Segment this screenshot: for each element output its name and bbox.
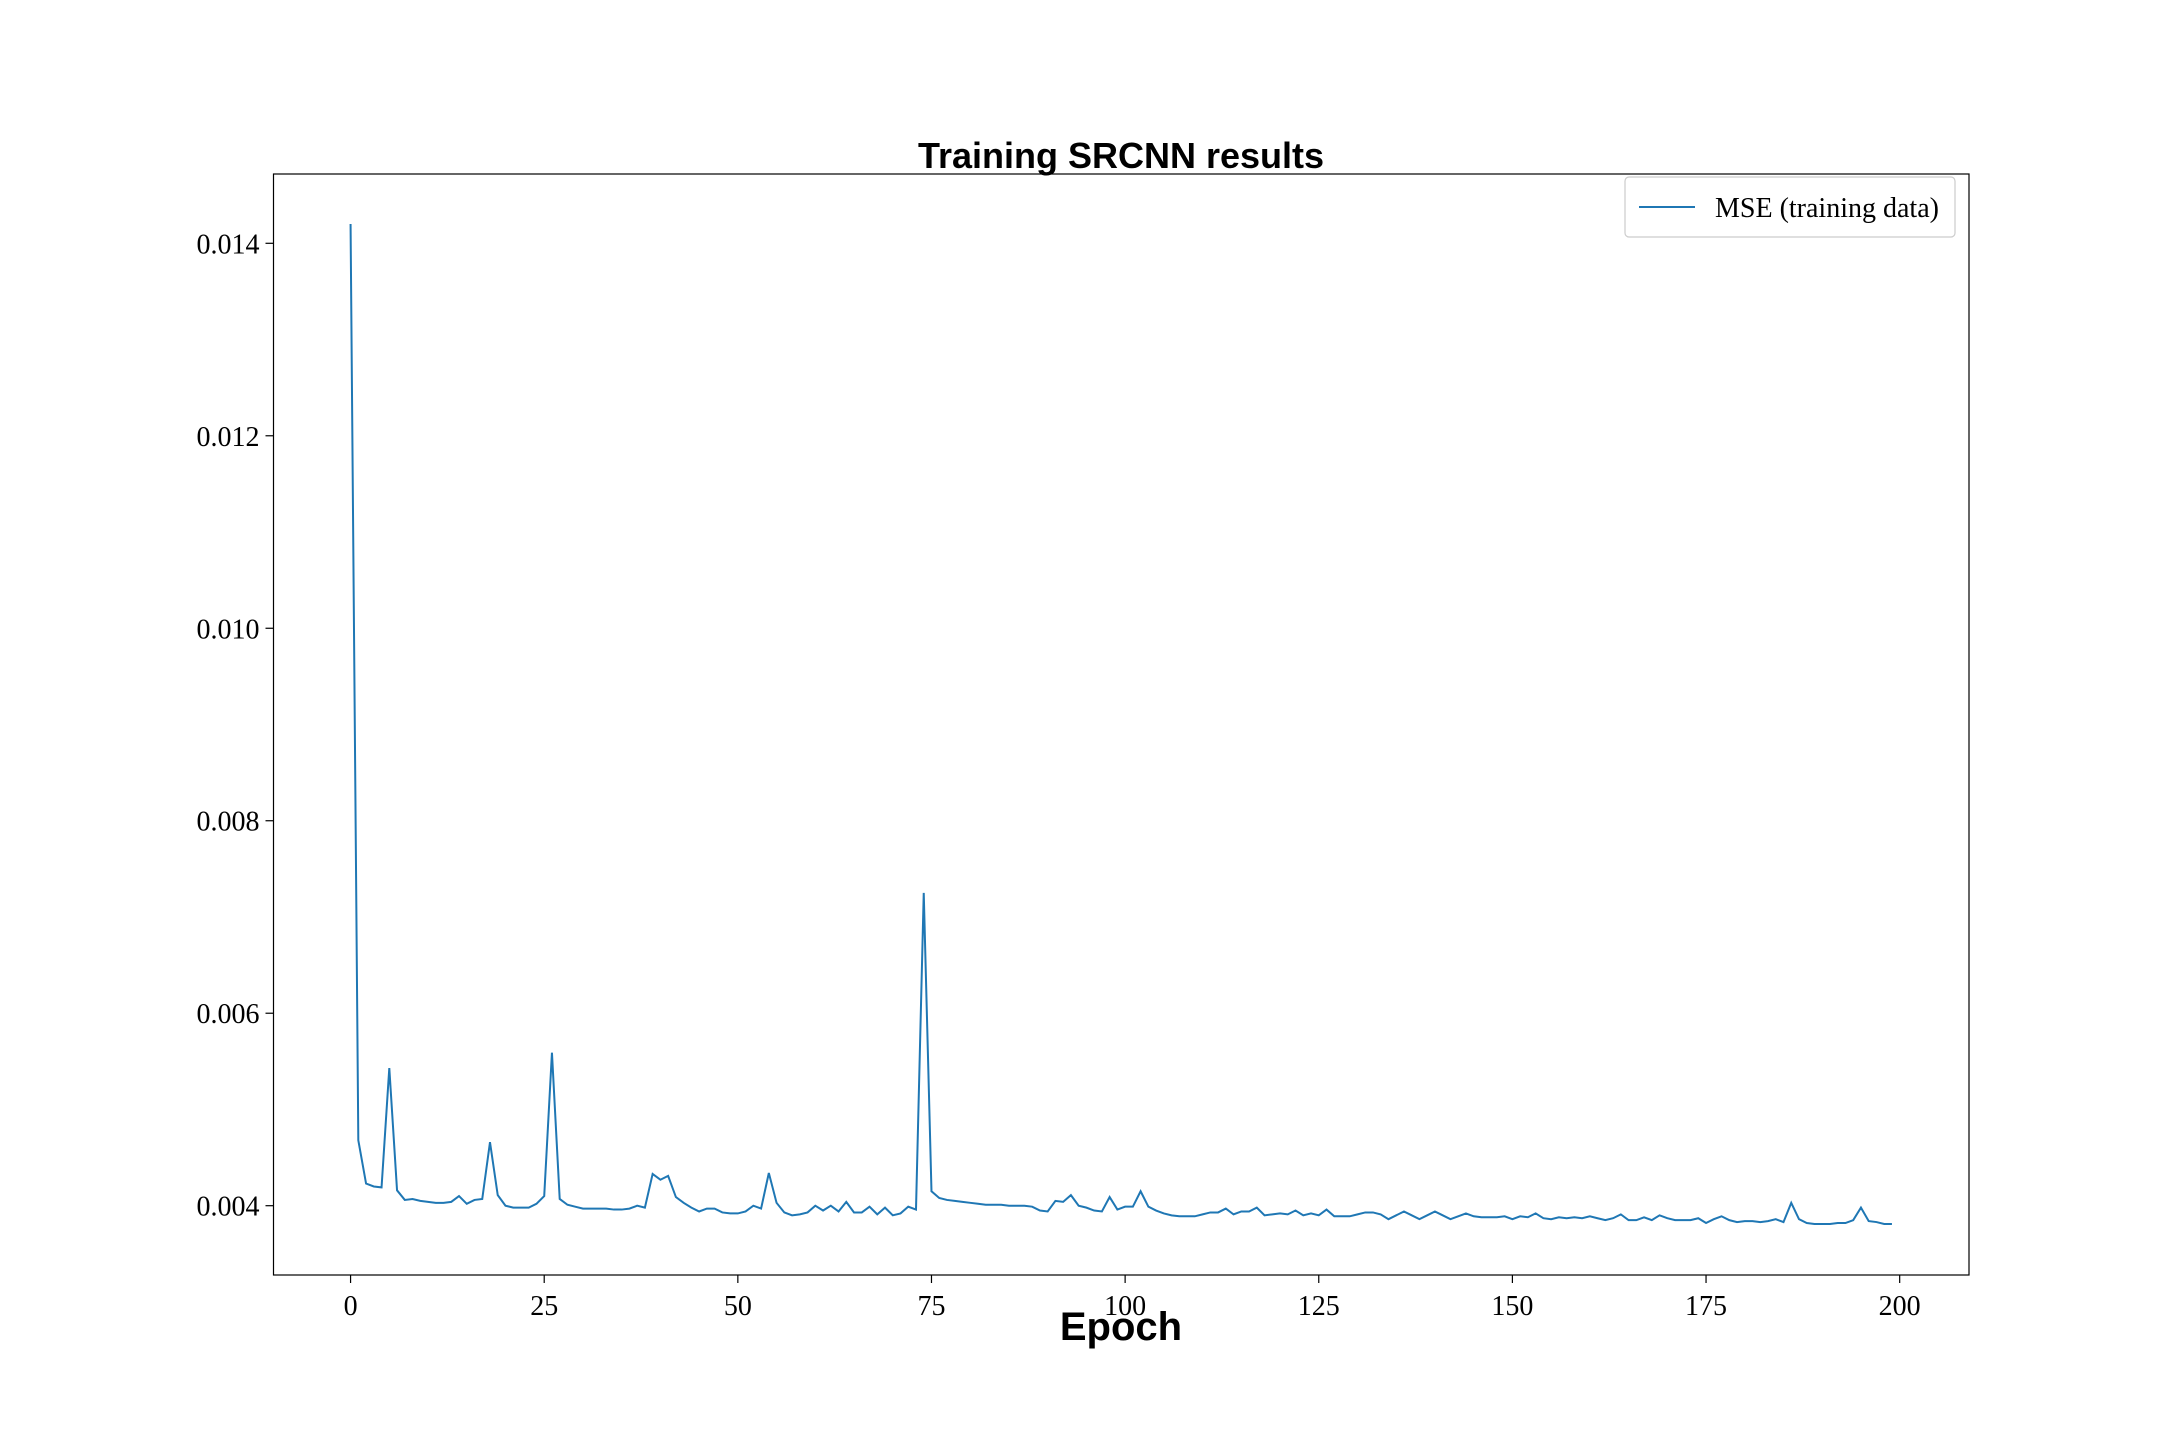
x-tick-label: 75	[917, 1291, 945, 1322]
y-tick-label: 0.004	[197, 1192, 260, 1223]
y-tick-label: 0.014	[197, 229, 260, 260]
y-tick-label: 0.006	[197, 999, 260, 1030]
chart-title: Training SRCNN results	[918, 135, 1324, 176]
legend-box	[1624, 176, 1956, 238]
x-tick-label: 200	[1879, 1291, 1921, 1322]
y-tick-label: 0.012	[197, 422, 260, 453]
x-axis-label: Epoch	[1060, 1305, 1182, 1349]
y-tick-label: 0.010	[197, 614, 260, 645]
legend-label: MSE (training data)	[1715, 193, 1939, 224]
plot-frame	[272, 173, 1970, 1276]
x-tick-label: 125	[1298, 1291, 1340, 1322]
x-tick-label: 0	[344, 1291, 358, 1322]
x-tick-label: 50	[724, 1291, 752, 1322]
x-tick-label: 25	[530, 1291, 558, 1322]
x-tick-label: 175	[1685, 1291, 1727, 1322]
y-tick-label: 0.008	[197, 807, 260, 838]
data-line	[349, 224, 1892, 1225]
x-tick-label: 100	[1104, 1291, 1146, 1322]
x-tick-label: 150	[1491, 1291, 1533, 1322]
